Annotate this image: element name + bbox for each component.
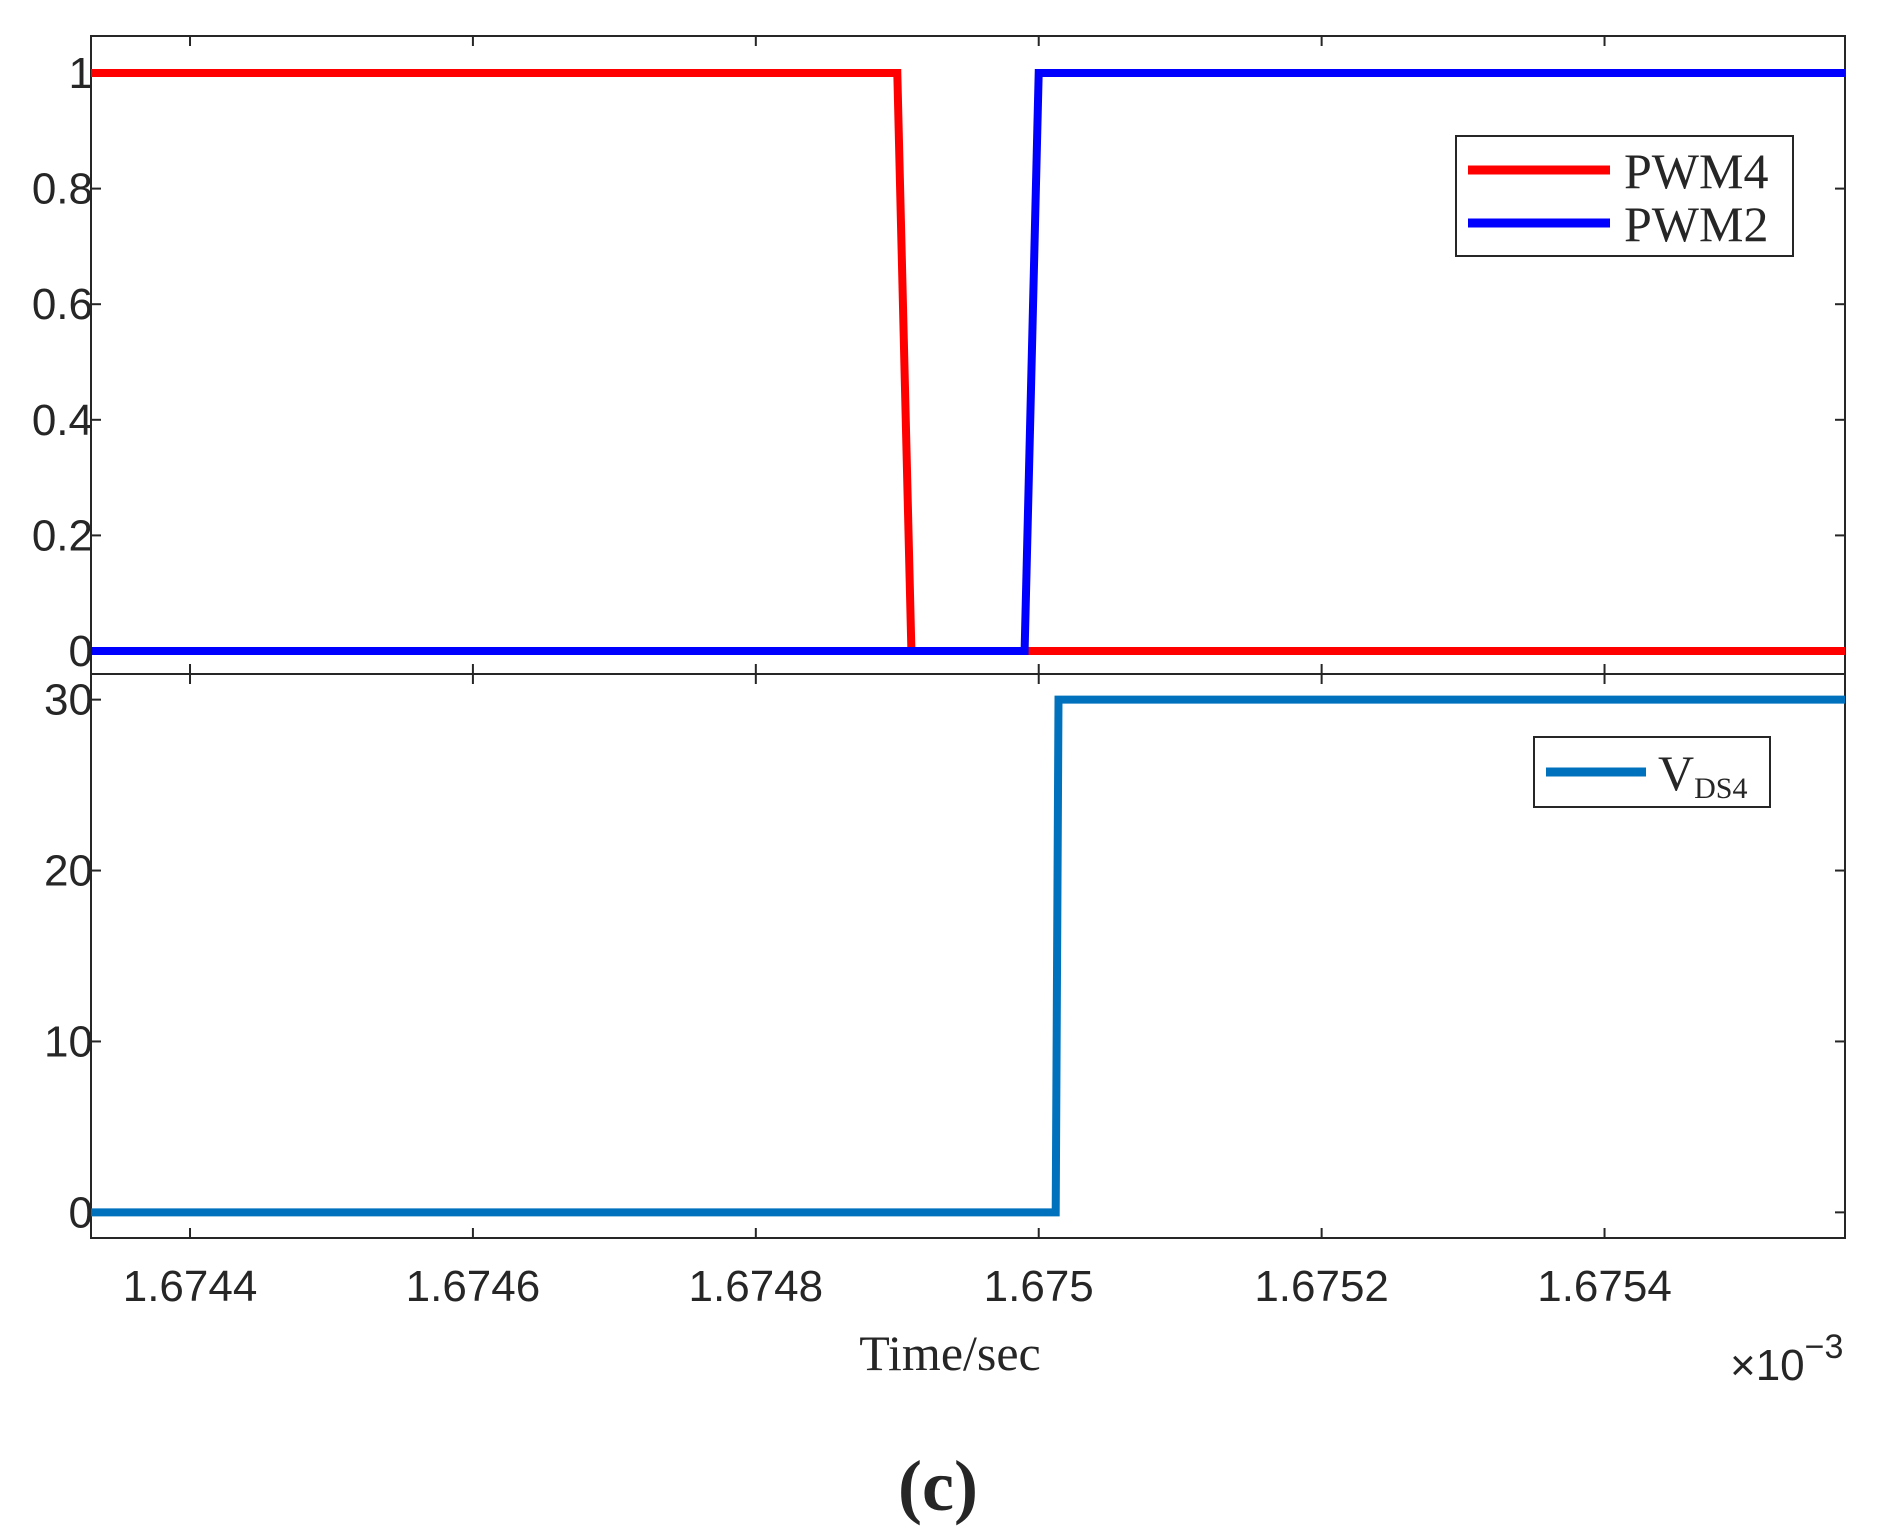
series-line-vds4 <box>91 695 1845 1217</box>
x-tick-label: 1.6752 <box>1254 1262 1389 1311</box>
series-line-pwm2 <box>91 69 1845 655</box>
y-tick-label: 0.4 <box>32 396 93 445</box>
top-legend: PWM4 PWM2 <box>1455 135 1794 257</box>
x-axis-scale-label: ×10−3 <box>1730 1328 1843 1390</box>
x-axis-label: Time/sec <box>859 1325 1041 1381</box>
legend-label-vds4: VDS4 <box>1658 745 1747 805</box>
y-tick-label: 0.6 <box>32 280 93 329</box>
y-tick-label: 20 <box>44 847 93 896</box>
series-line-pwm4 <box>91 69 1845 655</box>
top-series-lines <box>91 69 1845 655</box>
legend-label-vds4-subscript: DS4 <box>1694 772 1747 805</box>
x-tick-label: 1.6754 <box>1537 1262 1672 1311</box>
y-tick-label: 0.2 <box>32 511 93 560</box>
bottom-series-lines <box>91 695 1845 1217</box>
legend-label-vds4-main: V <box>1658 745 1694 801</box>
x-tick-label: 1.6746 <box>406 1262 541 1311</box>
x-tick-label: 1.6744 <box>123 1262 258 1311</box>
x-tick-label: 1.6748 <box>689 1262 824 1311</box>
x-axis-scale-exponent: −3 <box>1805 1328 1844 1366</box>
y-tick-label: 1 <box>69 49 93 98</box>
top-panel: 0 0.2 0.4 0.6 0.8 1 PWM4 PWM2 <box>32 35 1846 676</box>
x-axis-scale-base: ×10 <box>1730 1341 1805 1390</box>
y-tick-label: 0.8 <box>32 165 93 214</box>
top-axis-ticks: 0 0.2 0.4 0.6 0.8 1 <box>32 36 1845 676</box>
y-tick-label: 0 <box>69 627 93 676</box>
legend-label-pwm4: PWM4 <box>1624 143 1768 199</box>
y-tick-label: 0 <box>69 1188 93 1237</box>
y-tick-label: 30 <box>44 676 93 725</box>
bottom-panel: 0 10 20 30 1.6744 1.6746 1.6748 1.675 1.6752 1.67… <box>44 673 1846 1311</box>
y-tick-label: 10 <box>44 1017 93 1066</box>
legend-label-pwm2: PWM2 <box>1624 196 1768 252</box>
top-plot-frame <box>90 35 1846 675</box>
x-tick-label: 1.675 <box>984 1262 1094 1311</box>
bottom-axis-ticks: 0 10 20 30 1.6744 1.6746 1.6748 1.675 1.6752 1.67… <box>44 674 1845 1311</box>
bottom-legend: VDS4 <box>1533 736 1771 808</box>
figure-caption: (c) <box>898 1446 978 1526</box>
top-legend-box <box>1455 135 1794 257</box>
bottom-plot-frame <box>90 673 1846 1239</box>
